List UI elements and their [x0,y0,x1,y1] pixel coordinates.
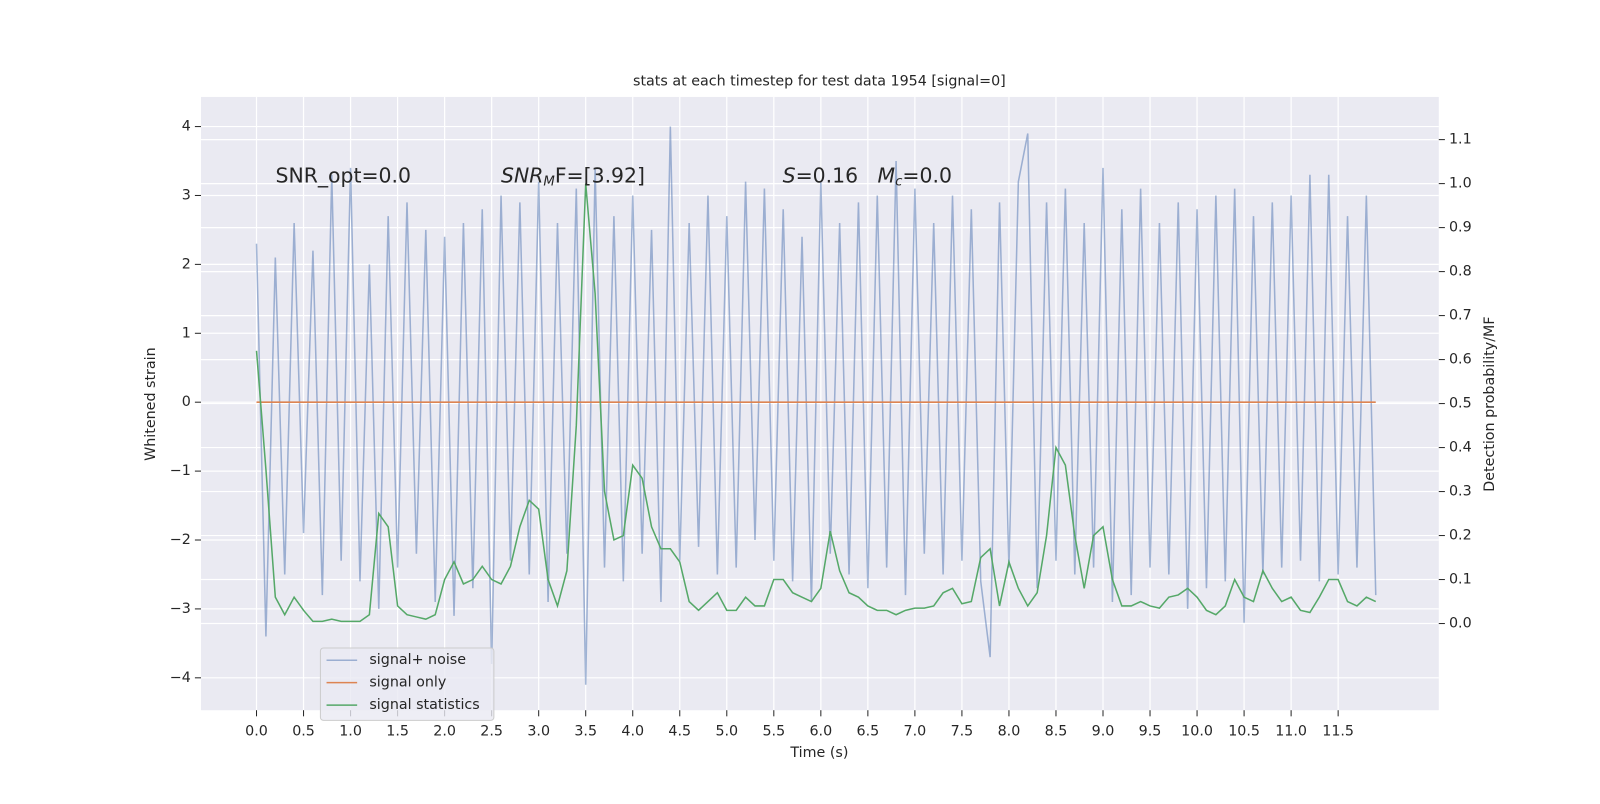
x-tick-label: 7.5 [951,724,974,740]
annotation-part: M [878,164,896,188]
annotation-part: SNR [501,164,543,188]
y-tick-label: 2 [182,256,191,272]
y-tick-label: 0 [182,394,191,410]
x-tick-label: 10.5 [1228,724,1260,740]
x-tick-label: 3.5 [574,724,597,740]
y-tick-label: −4 [170,670,191,686]
y2-tick-label: 1.0 [1449,176,1472,192]
y2-tick-label: 0.2 [1449,528,1472,544]
x-tick-label: 1.0 [339,724,362,740]
x-tick-label: 2.5 [480,724,503,740]
y-tick-label: −2 [170,532,191,548]
y2-tick-label: 0.6 [1449,352,1472,368]
y2-tick-label: 0.3 [1449,484,1472,500]
x-tick-label: 0.0 [245,724,268,740]
y-tick-label: −1 [170,463,191,479]
y2-tick-label: 0.9 [1449,220,1472,236]
y2-tick-label: 0.0 [1449,616,1472,632]
legend-label: signal only [369,675,446,691]
x-tick-label: 7.0 [904,724,927,740]
legend-box [319,647,495,721]
x-tick-label: 8.0 [998,724,1021,740]
x-tick-label: 8.5 [1045,724,1068,740]
annotation-part: =0.0 [902,164,952,188]
x-tick-label: 3.0 [527,724,550,740]
legend-label: signal statistics [369,697,479,713]
y-tick-label: 4 [182,119,191,135]
y2-tick-label: 0.5 [1449,396,1472,412]
x-tick-label: 9.0 [1092,724,1115,740]
y2-tick-label: 0.7 [1449,308,1472,324]
x-tick-label: 4.5 [668,724,691,740]
annotation: SNRMF=[3.92] [501,164,645,190]
x-tick-label: 9.5 [1139,724,1162,740]
annotation-part: S [783,164,796,188]
annotation: SNR_opt=0.0 [276,164,412,189]
x-tick-label: 6.5 [857,724,880,740]
y2-axis-label: Detection probability/MF [1482,316,1498,491]
annotation-part: F=[3.92] [555,164,645,188]
annotation-part: SNR_opt=0.0 [276,164,412,189]
x-tick-label: 11.0 [1275,724,1307,740]
legend: signal+ noise signal only signal statistic… [319,647,495,721]
x-tick-label: 5.5 [762,724,785,740]
x-tick-label: 2.0 [433,724,456,740]
y2-tick-label: 0.8 [1449,264,1472,280]
y-tick-label: 1 [182,325,191,341]
chart-title: stats at each timestep for test data 195… [633,74,1006,90]
annotation: S=0.16 Mc=0.0 [783,164,952,190]
y-tick-label: −3 [170,601,191,617]
legend-label: signal+ noise [369,652,466,668]
x-tick-label: 6.0 [809,724,832,740]
data-line [255,126,1377,685]
x-tick-label: 5.0 [715,724,738,740]
y2-tick-label: 0.1 [1449,572,1472,588]
data-line [255,183,1377,623]
x-axis-label: Time (s) [789,745,848,761]
x-tick-label: 0.5 [292,724,315,740]
x-tick-label: 1.5 [386,724,409,740]
x-tick-label: 10.0 [1181,724,1213,740]
y2-tick-label: 0.4 [1449,440,1472,456]
y-tick-label: 3 [182,187,191,203]
x-tick-label: 4.0 [621,724,644,740]
annotation-part: =0.16 [796,164,878,188]
annotation-part: c [895,175,903,190]
y-axis-label: Whitened strain [143,347,159,461]
x-tick-label: 11.5 [1322,724,1354,740]
annotation-part: M [543,175,555,190]
y2-tick-label: 1.1 [1449,132,1472,148]
